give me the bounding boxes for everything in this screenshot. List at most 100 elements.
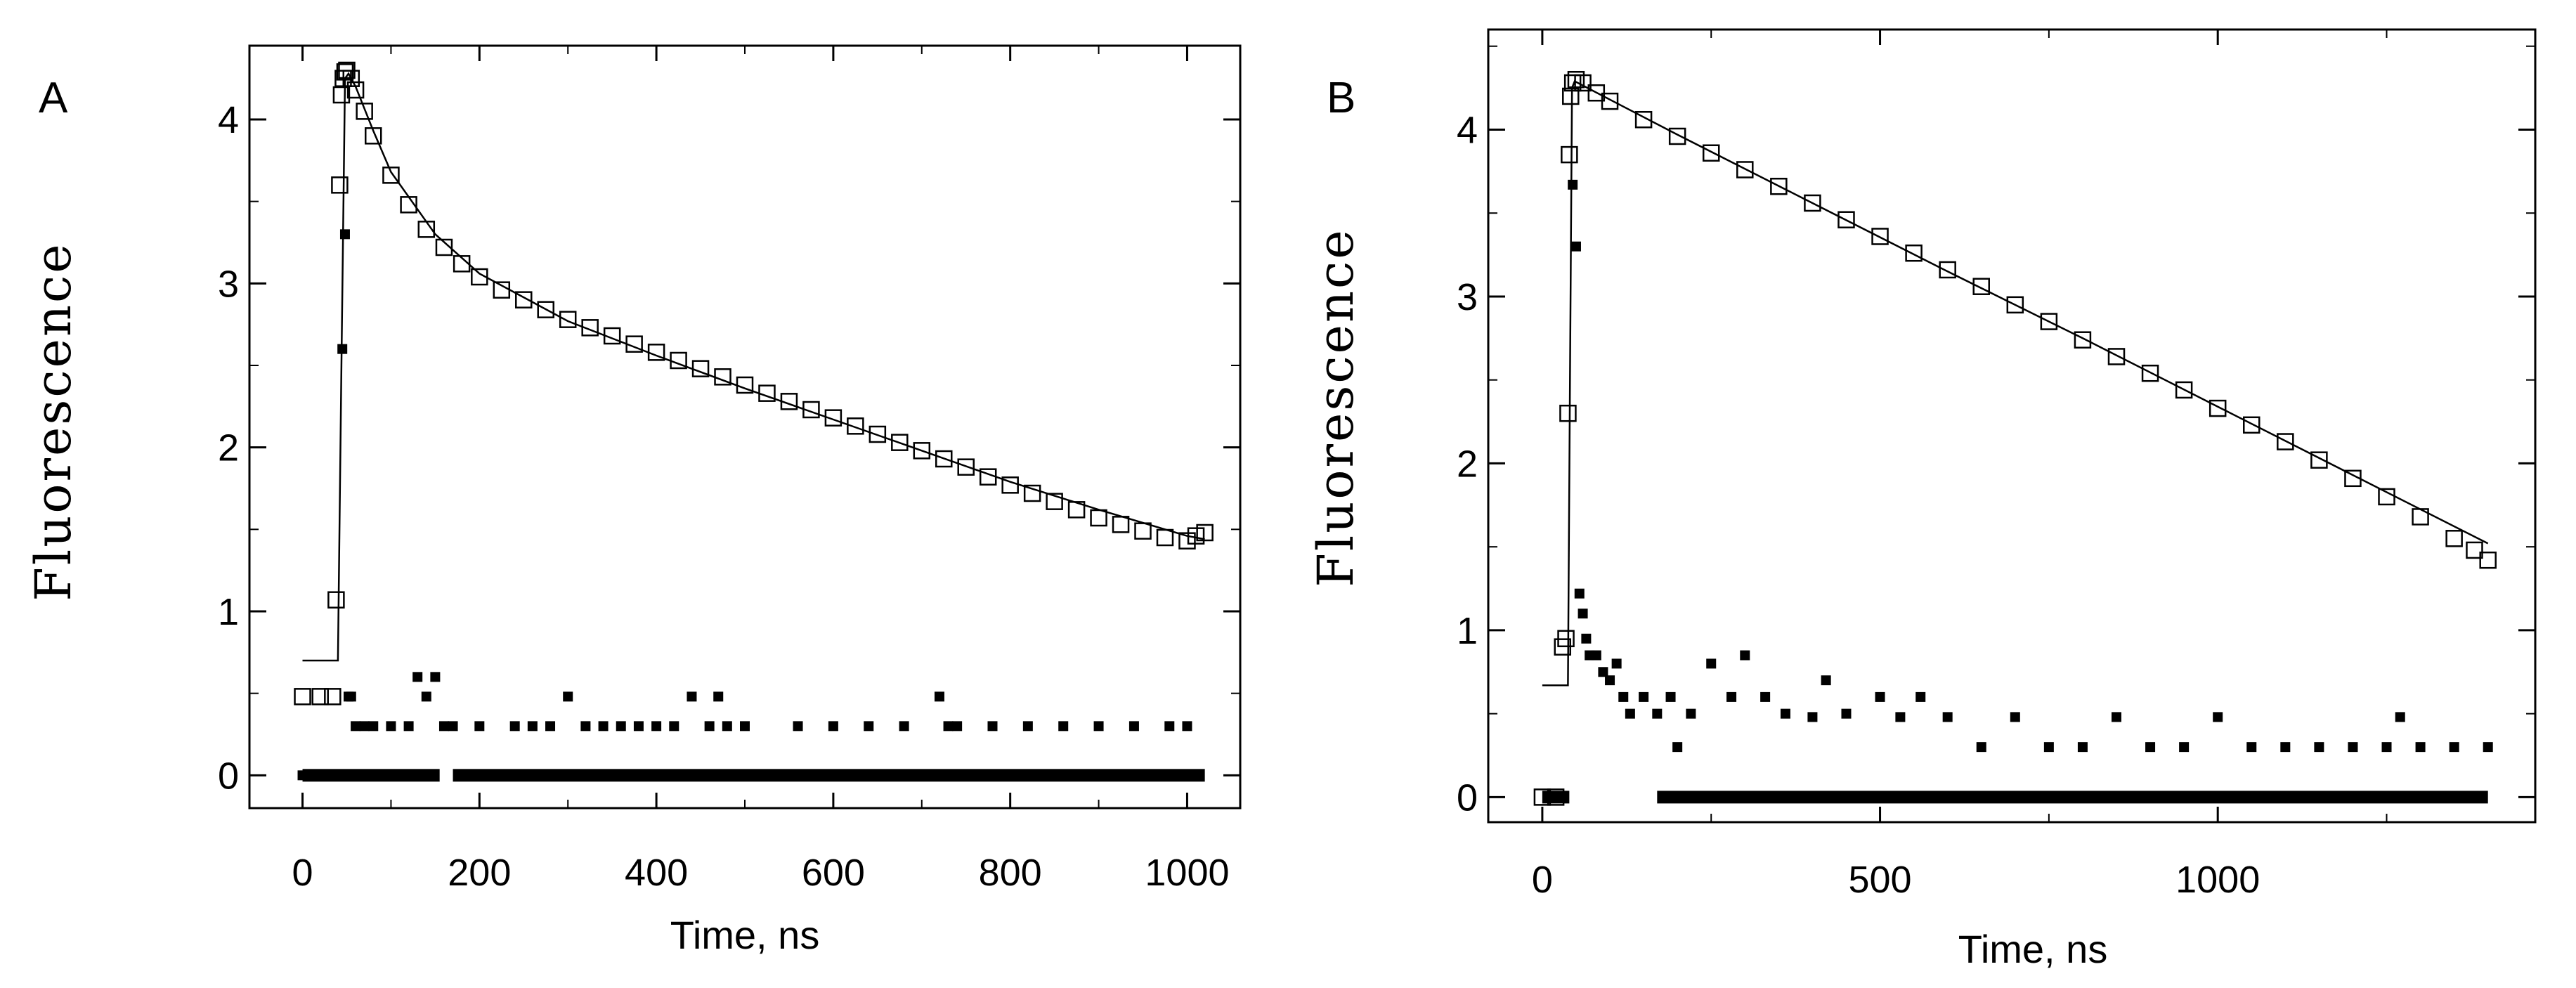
panel-b-residual-point (1605, 675, 1615, 686)
panel-a-residual-point (669, 721, 679, 732)
panel-a-measured-point (891, 434, 909, 451)
panel-a-measured-point (435, 238, 453, 256)
panel-b-measured-point (1905, 244, 1923, 262)
panel-a-letter: A (39, 74, 68, 122)
panel-a-residual-point (943, 721, 954, 732)
panel-a-residual-point (704, 721, 715, 732)
panel-a-residual-point (430, 672, 441, 682)
panel-b-measured-point (1939, 261, 1956, 279)
panel-a-residual-point (722, 721, 732, 732)
panel-b-residual-point (2179, 742, 2190, 753)
panel-b-residual-point (2483, 742, 2493, 753)
panel-a-measured-point (559, 311, 577, 328)
panel-a-measured-point (1178, 532, 1196, 550)
panel-b-residual-point (1807, 712, 1818, 722)
panel-b-ylabel: Fluorescence (1307, 228, 1365, 587)
panel-b-plot-frame (1487, 28, 2537, 824)
panel-b-measured-point (1561, 145, 1578, 164)
panel-a-ylabel: Fluorescence (25, 242, 82, 601)
panel-a-residual-point (403, 721, 414, 732)
panel-b-measured-point (2175, 381, 2193, 399)
panel-b-measured-point (2310, 451, 2328, 469)
panel-b-measured-point (2040, 313, 2058, 330)
panel-a-x-tick-label: 0 (292, 852, 313, 894)
panel-b-measured-point (2074, 331, 2092, 349)
panel-a-residual-point (412, 672, 423, 682)
panel-b-x-tick-label: 500 (1848, 859, 1911, 901)
panel-a-baseline-band (453, 769, 1205, 782)
panel-a-residual-point (359, 721, 370, 732)
panel-b-residual-point (1841, 708, 1852, 719)
panel-b-measured-point (2479, 551, 2497, 569)
panel-b-residual-point (1895, 712, 1906, 722)
panel-a-residual-point (421, 691, 431, 702)
panel-a-measured-point (346, 81, 365, 99)
panel-b-measured-point (1574, 74, 1592, 92)
panel-b-residual-point (1665, 691, 1676, 702)
panel-b-measured-point (2141, 364, 2159, 382)
panel-b-measured-point (1634, 110, 1653, 129)
panel-b-measured-point (2107, 348, 2126, 365)
panel-b-xlabel: Time, ns (1958, 927, 2108, 971)
panel-a-x-tick-label: 800 (979, 852, 1042, 894)
panel-b-residual-point (2010, 712, 2020, 722)
panel-b-residual-point (1581, 633, 1592, 644)
panel-b-y-tick-label: 4 (1457, 109, 1478, 151)
panel-a-measured-point (935, 450, 953, 468)
panel-b-residual-point (1570, 241, 1581, 252)
panel-b-residual-point (2348, 742, 2358, 753)
panel-b-measured-point (2243, 416, 2260, 434)
panel-a-measured-point (1090, 509, 1107, 527)
panel-b-residual-point (1780, 708, 1790, 719)
panel-b-residual-point (1976, 742, 1986, 753)
panel-a-residual-point (1164, 721, 1175, 732)
panel-a-plot-frame (248, 44, 1242, 810)
panel-a-measured-point (332, 86, 351, 104)
panel-b-residual-point (1875, 691, 1885, 702)
panel-b-measured-point (1770, 177, 1788, 195)
panel-b-measured-point (2209, 399, 2227, 417)
panel-a-baseline-band (302, 769, 440, 782)
panel-a-y-tick-label: 1 (218, 591, 239, 633)
panel-a-residual-point (616, 721, 626, 732)
panel-a-y-tick-label: 2 (218, 427, 239, 469)
panel-b-residual-point (1639, 691, 1649, 702)
panel-a-residual-point (1058, 721, 1069, 732)
panel-a-residual-point (651, 721, 662, 732)
panel-a-measured-point (515, 291, 533, 308)
panel-b-residual-point (1574, 588, 1585, 599)
panel-b-measured-point (1562, 87, 1580, 105)
panel-a-measured-point (342, 70, 360, 87)
panel-b-residual-point (1611, 658, 1622, 669)
panel-a-residual-point (633, 721, 644, 732)
panel-a-xlabel: Time, ns (670, 913, 820, 957)
panel-b-measured-point (1804, 194, 1821, 212)
panel-a-x-tick-label: 200 (448, 852, 511, 894)
panel-a-residual-point (987, 721, 998, 732)
panel-a-y-tick-label: 4 (218, 99, 239, 141)
panel-a-residual-point (740, 721, 750, 732)
panel-a-residual-point (828, 721, 838, 732)
panel-a-residual-point (952, 721, 963, 732)
panel-a-residual-point (474, 721, 485, 732)
panel-a-residual-point (580, 721, 591, 732)
panel-b-measured-point (2277, 433, 2294, 450)
panel-b-residual-point (1706, 658, 1717, 669)
panel-b-residual-point (1578, 609, 1588, 619)
panel-a-measured-point (847, 417, 864, 435)
panel-a-residual-point (351, 721, 361, 732)
panel-b-residual-point (1618, 691, 1629, 702)
panel-a-residual-point (509, 721, 520, 732)
panel-a-measured-point (1112, 516, 1130, 533)
panel-b-y-tick-label: 1 (1457, 610, 1478, 652)
panel-a-residual-point (339, 229, 350, 240)
panel-a-measured-point (331, 176, 349, 194)
panel-a-residual-point (1128, 721, 1139, 732)
panel-a-residual-point (934, 691, 944, 702)
panel-a-measured-point (382, 167, 400, 184)
panel-a-residual-point (687, 691, 697, 702)
panel-b-residual-point (2112, 712, 2121, 722)
panel-a-measured-point (913, 442, 931, 460)
panel-b-residual-point (2043, 742, 2054, 753)
